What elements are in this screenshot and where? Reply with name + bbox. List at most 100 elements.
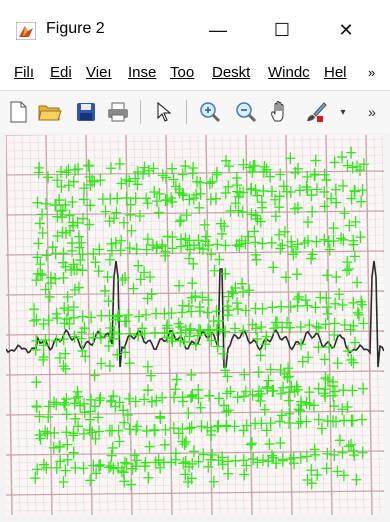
feature-marker [162, 319, 173, 332]
menu-overflow-icon[interactable]: » [368, 65, 376, 80]
feature-marker [341, 264, 352, 277]
feature-marker [204, 177, 215, 190]
zoom-out-icon[interactable] [232, 98, 260, 126]
feature-marker [154, 187, 165, 200]
feature-marker [284, 321, 295, 334]
feature-marker [222, 309, 233, 322]
feature-marker [129, 449, 140, 462]
feature-marker [60, 398, 71, 411]
feature-marker [60, 226, 71, 239]
feature-marker [95, 332, 106, 345]
brush-icon[interactable] [302, 98, 330, 126]
maximize-button[interactable]: ☐ [273, 19, 291, 40]
feature-marker [203, 239, 214, 252]
feature-marker [221, 405, 232, 418]
feature-marker [183, 300, 194, 313]
feature-marker [265, 417, 276, 430]
feature-marker [293, 403, 304, 416]
menu-help[interactable]: Hel [324, 64, 347, 81]
new-file-icon[interactable] [4, 98, 32, 126]
feature-marker [203, 293, 214, 306]
minimize-button[interactable]: — [209, 19, 227, 40]
feature-marker [247, 165, 258, 178]
feature-marker [268, 451, 279, 464]
feature-marker [51, 398, 62, 411]
feature-marker [35, 267, 46, 280]
feature-marker [302, 474, 313, 487]
feature-marker [94, 460, 105, 473]
feature-marker [253, 366, 264, 379]
feature-marker [118, 216, 129, 229]
feature-marker [166, 307, 177, 320]
feature-marker [183, 406, 194, 419]
feature-marker [283, 416, 294, 429]
close-button[interactable]: ✕ [338, 19, 354, 40]
feature-marker [68, 446, 79, 459]
zoom-in-icon[interactable] [196, 98, 224, 126]
feature-marker [38, 353, 49, 366]
feature-marker [357, 446, 368, 459]
feature-marker [187, 457, 198, 470]
feature-marker [266, 185, 277, 198]
feature-marker [114, 435, 125, 448]
save-icon[interactable] [72, 98, 100, 126]
feature-marker [68, 427, 79, 440]
brush-dropdown-icon[interactable]: ▾ [340, 106, 346, 118]
feature-marker [283, 362, 294, 375]
menu-tools[interactable]: Too [170, 64, 195, 81]
menu-view[interactable]: Vieı [86, 64, 112, 81]
feature-marker [131, 243, 142, 256]
pan-hand-icon[interactable] [266, 98, 294, 126]
feature-marker [135, 273, 146, 286]
feature-marker [112, 310, 123, 323]
feature-marker [223, 404, 234, 417]
feature-marker [256, 196, 267, 209]
feature-marker [346, 414, 357, 427]
feature-marker [220, 364, 231, 377]
feature-marker [330, 297, 341, 310]
feature-marker [313, 341, 324, 354]
feature-marker [232, 185, 243, 198]
feature-marker [78, 193, 89, 206]
feature-marker [69, 283, 80, 296]
feature-marker [250, 236, 261, 249]
feature-marker [176, 240, 187, 253]
feature-marker [257, 302, 268, 315]
feature-marker [212, 420, 223, 433]
feature-marker [227, 287, 238, 300]
feature-marker [34, 410, 45, 423]
feature-marker [85, 405, 96, 418]
feature-marker [177, 306, 188, 319]
feature-marker [55, 455, 66, 468]
feature-marker [208, 475, 219, 488]
window-title: Figure 2 [46, 20, 105, 37]
feature-marker [329, 400, 340, 413]
feature-marker [213, 454, 224, 467]
feature-marker [177, 168, 188, 181]
toolbar-overflow-icon[interactable]: » [368, 104, 376, 120]
print-icon[interactable] [104, 98, 132, 126]
pointer-icon[interactable] [150, 98, 178, 126]
feature-marker [204, 389, 215, 402]
menu-file[interactable]: Filı [14, 64, 34, 81]
feature-marker [214, 253, 225, 266]
menu-desktop[interactable]: Deskt [212, 64, 251, 81]
menu-window[interactable]: Windc [268, 64, 310, 81]
feature-marker [302, 170, 313, 183]
feature-marker [125, 198, 136, 211]
feature-marker [179, 438, 190, 451]
feature-marker [146, 288, 157, 301]
feature-marker [124, 392, 135, 405]
menu-edit[interactable]: Edi [50, 64, 72, 81]
feature-marker [211, 192, 222, 205]
feature-marker [356, 295, 367, 308]
feature-marker [240, 304, 251, 317]
feature-marker [231, 239, 242, 252]
feature-marker [63, 164, 74, 177]
feature-marker [206, 334, 217, 347]
feature-marker [285, 453, 296, 466]
menu-insert[interactable]: Inse [128, 64, 157, 81]
feature-marker [346, 438, 357, 451]
open-folder-icon[interactable] [36, 98, 64, 126]
ecg-image-axes[interactable] [6, 135, 384, 515]
